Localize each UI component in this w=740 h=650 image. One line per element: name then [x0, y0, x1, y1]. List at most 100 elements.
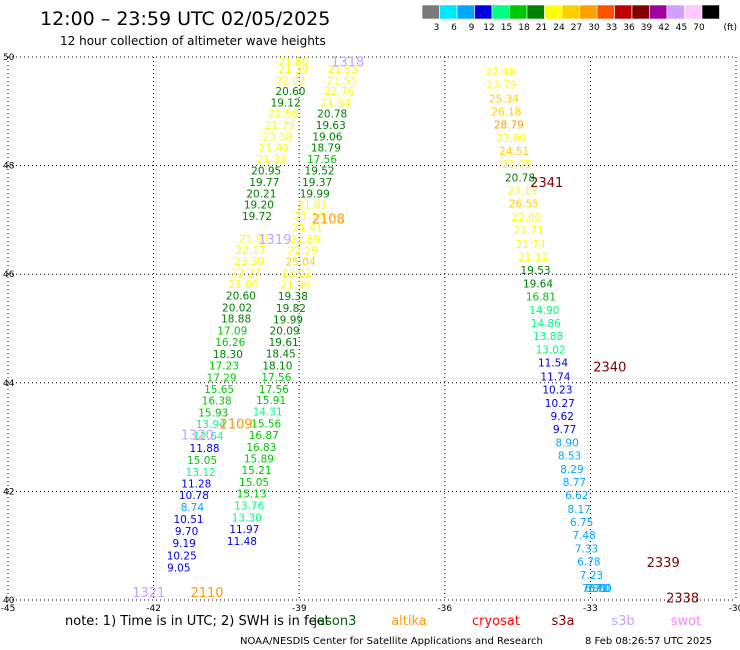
- wave-height-label: 22.89: [290, 234, 320, 246]
- wave-height-label: 23.15: [507, 186, 537, 198]
- wave-height-label: 25.34: [489, 93, 519, 105]
- wave-height-label: 16.81: [526, 291, 556, 303]
- mission-name: altika: [391, 614, 427, 629]
- wave-height-label: 15.65: [204, 384, 234, 396]
- wave-height-label: 19.99: [300, 188, 330, 200]
- chart-subtitle: 12 hour collection of altimeter wave hei…: [60, 34, 326, 48]
- legend-unit: (ft): [724, 23, 738, 33]
- wave-height-label: 8.29: [560, 464, 583, 476]
- wave-height-label: 7.80: [582, 583, 605, 595]
- legend-label: 70: [693, 23, 705, 33]
- wave-height-label: 9.62: [551, 411, 574, 423]
- wave-height-label: 8.77: [563, 477, 586, 489]
- wave-height-label: 12.64: [193, 431, 223, 443]
- wave-height-label: 21.93: [239, 233, 269, 245]
- pass-label: 2108: [312, 212, 345, 227]
- wave-height-label: 17.56: [261, 372, 291, 384]
- wave-height-label: 18.88: [221, 314, 251, 326]
- wave-height-label: 19.53: [521, 265, 551, 277]
- y-tick-label: 48: [3, 162, 15, 172]
- wave-height-label: 14.86: [531, 318, 561, 330]
- wave-height-label: 19.37: [302, 177, 332, 189]
- legend-label: 21: [536, 23, 547, 33]
- wave-height-label: 10.51: [174, 514, 204, 526]
- wave-height-label: 22.27: [231, 268, 261, 280]
- wave-height-label: 19.77: [249, 177, 279, 189]
- wave-height-label: 15.91: [256, 395, 286, 407]
- wave-height-label: 22.00: [511, 212, 541, 224]
- wave-height-label: 17.23: [209, 360, 239, 372]
- wave-height-label: 18.45: [266, 348, 296, 360]
- wave-height-label: 15.56: [251, 419, 281, 431]
- wave-height-label: 13.30: [232, 512, 262, 524]
- wave-height-label: 20.60: [275, 86, 305, 98]
- wave-height-label: 8.90: [555, 438, 578, 450]
- wave-height-label: 19.64: [523, 278, 553, 290]
- pass-label: 2109: [220, 418, 253, 433]
- pass-label: 1321: [132, 586, 165, 601]
- legend-label: 45: [676, 23, 687, 33]
- wave-height-label: 21.53: [328, 64, 358, 76]
- x-tick-label: -39: [292, 604, 307, 614]
- legend-label: 27: [571, 23, 582, 33]
- wave-height-label: 9.05: [167, 562, 190, 574]
- wave-height-label: 23.79: [487, 80, 517, 92]
- mission-legend: jason3 altika cryosat s3a s3b swot: [313, 614, 702, 629]
- wave-height-label: 16.38: [202, 396, 232, 408]
- wave-height-label: 8.53: [558, 451, 581, 463]
- y-tick-label: 50: [3, 53, 15, 63]
- pass-label: 1318: [331, 55, 364, 70]
- legend-label: 42: [658, 23, 669, 33]
- legend-label: 33: [606, 23, 617, 33]
- mission-name: jason3: [313, 614, 357, 629]
- wave-height-label: 13.02: [536, 345, 566, 357]
- wave-height-label: 11.97: [229, 524, 259, 536]
- wave-height-label: 7.48: [572, 530, 595, 542]
- wave-height-label: 14.90: [529, 305, 559, 317]
- wave-height-label: 10.23: [542, 384, 572, 396]
- wave-height-label: 17.29: [207, 372, 237, 384]
- wave-height-label: 21.71: [514, 225, 544, 237]
- legend-swatch: [421, 4, 440, 20]
- wave-height-label: 16.87: [249, 430, 279, 442]
- wave-height-label: 22.56: [268, 108, 298, 120]
- wave-height-label: 21.12: [518, 252, 548, 264]
- wave-height-label: 21.39: [278, 64, 308, 76]
- legend-swatch: [684, 4, 703, 20]
- mission-name: cryosat: [472, 614, 520, 629]
- wave-height-label: 21.80: [278, 56, 308, 68]
- y-tick-label: 42: [3, 487, 14, 497]
- wave-height-label: 9.77: [553, 424, 576, 436]
- wave-height-label: 21.55: [327, 75, 357, 87]
- wave-height-label: 13.76: [234, 501, 264, 513]
- wave-height-label: 16.26: [215, 337, 245, 349]
- legend-swatch: [544, 4, 563, 20]
- wave-height-label: 21.36: [280, 280, 310, 292]
- legend-swatch: [596, 4, 615, 20]
- wave-height-label: 19.12: [271, 98, 301, 110]
- pass-labels: 1318 2108 1319 2109 1320 2110 1321 2341 2340 2339…: [132, 55, 699, 606]
- legend-swatch: [631, 4, 650, 20]
- legend-label: 15: [501, 23, 512, 33]
- mission-name: s3a: [551, 614, 574, 629]
- mission-name: s3b: [611, 614, 634, 629]
- wave-height-label: 21.81: [297, 200, 327, 212]
- wave-height-label: 25.04: [286, 257, 316, 269]
- wave-height-label: 17.56: [307, 154, 337, 166]
- wave-height-label: 7.70: [587, 583, 610, 595]
- wave-height-label: 23.39: [234, 256, 264, 268]
- wave-height-label: 18.10: [262, 360, 292, 372]
- legend-label: 3: [434, 23, 440, 33]
- wave-height-label: 6.78: [577, 556, 600, 568]
- wave-height-label: 6.60: [588, 583, 611, 595]
- wave-height-label: 19.82: [276, 303, 306, 315]
- pass-label: 2340: [593, 361, 626, 376]
- wave-height-label: 20.78: [317, 108, 347, 120]
- wave-height-label: 22.03: [275, 75, 305, 87]
- wave-height-label: 28.79: [494, 119, 524, 131]
- y-tick-label: 46: [3, 270, 15, 280]
- wave-height-label: 21.49: [259, 143, 289, 155]
- wave-height-label: 26.18: [491, 106, 521, 118]
- legend-swatch: [701, 4, 720, 20]
- wave-height-label: 23.38: [262, 131, 292, 143]
